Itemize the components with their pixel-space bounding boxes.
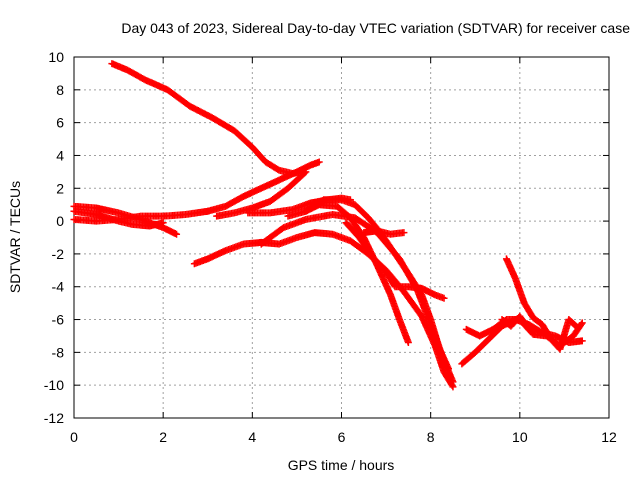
data-point <box>404 339 412 347</box>
y-tick-label: -10 <box>44 377 64 393</box>
data-point <box>301 169 309 177</box>
y-tick-label: 4 <box>56 147 64 163</box>
series-16 <box>502 255 582 353</box>
data-point <box>524 324 532 332</box>
series-6 <box>70 207 167 230</box>
x-tick-label: 4 <box>248 429 256 445</box>
series-12 <box>342 219 448 302</box>
data-point <box>577 320 585 328</box>
series-10 <box>257 211 457 386</box>
series-5 <box>70 207 212 225</box>
x-axis-label: GPS time / hours <box>288 457 395 473</box>
data-point <box>525 325 533 333</box>
data-point <box>315 158 323 166</box>
series-13 <box>360 227 408 238</box>
data-point <box>449 378 457 386</box>
y-tick-label: 2 <box>56 180 64 196</box>
y-axis-label: SDTVAR / TECUs <box>7 181 23 293</box>
y-tick-label: -8 <box>52 344 65 360</box>
y-tick-label: 8 <box>56 82 64 98</box>
data-point <box>400 229 408 237</box>
y-tick-label: 6 <box>56 115 64 131</box>
data-point <box>440 294 448 302</box>
chart-title: Day 043 of 2023, Sidereal Day-to-day VTE… <box>121 20 630 36</box>
y-tick-label: 0 <box>56 213 64 229</box>
y-tick-label: -6 <box>52 312 65 328</box>
tick-layer: 0 2 4 6 8 10 12 -12 -10 -8 -6 -4 -2 0 2 4 6 8 10 <box>44 49 617 445</box>
series-17 <box>498 312 533 333</box>
x-tick-label: 12 <box>601 429 617 445</box>
x-tick-label: 8 <box>427 429 435 445</box>
data-point <box>204 207 212 215</box>
series-3 <box>213 168 310 220</box>
x-tick-label: 2 <box>159 429 167 445</box>
data-point <box>578 319 586 327</box>
series-8 <box>190 229 457 391</box>
data-point <box>573 323 581 331</box>
data-point <box>173 230 181 238</box>
x-tick-label: 10 <box>512 429 528 445</box>
x-tick-label: 0 <box>70 429 78 445</box>
series-1 <box>108 60 305 178</box>
series-9 <box>302 196 452 373</box>
y-tick-label: -12 <box>44 410 64 426</box>
data-layer <box>70 60 586 391</box>
data-point <box>159 219 167 227</box>
y-tick-label: -2 <box>52 246 65 262</box>
data-point <box>578 337 586 345</box>
x-tick-label: 6 <box>338 429 346 445</box>
data-point <box>302 168 310 176</box>
y-tick-label: -4 <box>52 279 65 295</box>
y-tick-label: 10 <box>48 49 64 65</box>
data-point <box>574 324 582 332</box>
series-2 <box>204 158 323 215</box>
